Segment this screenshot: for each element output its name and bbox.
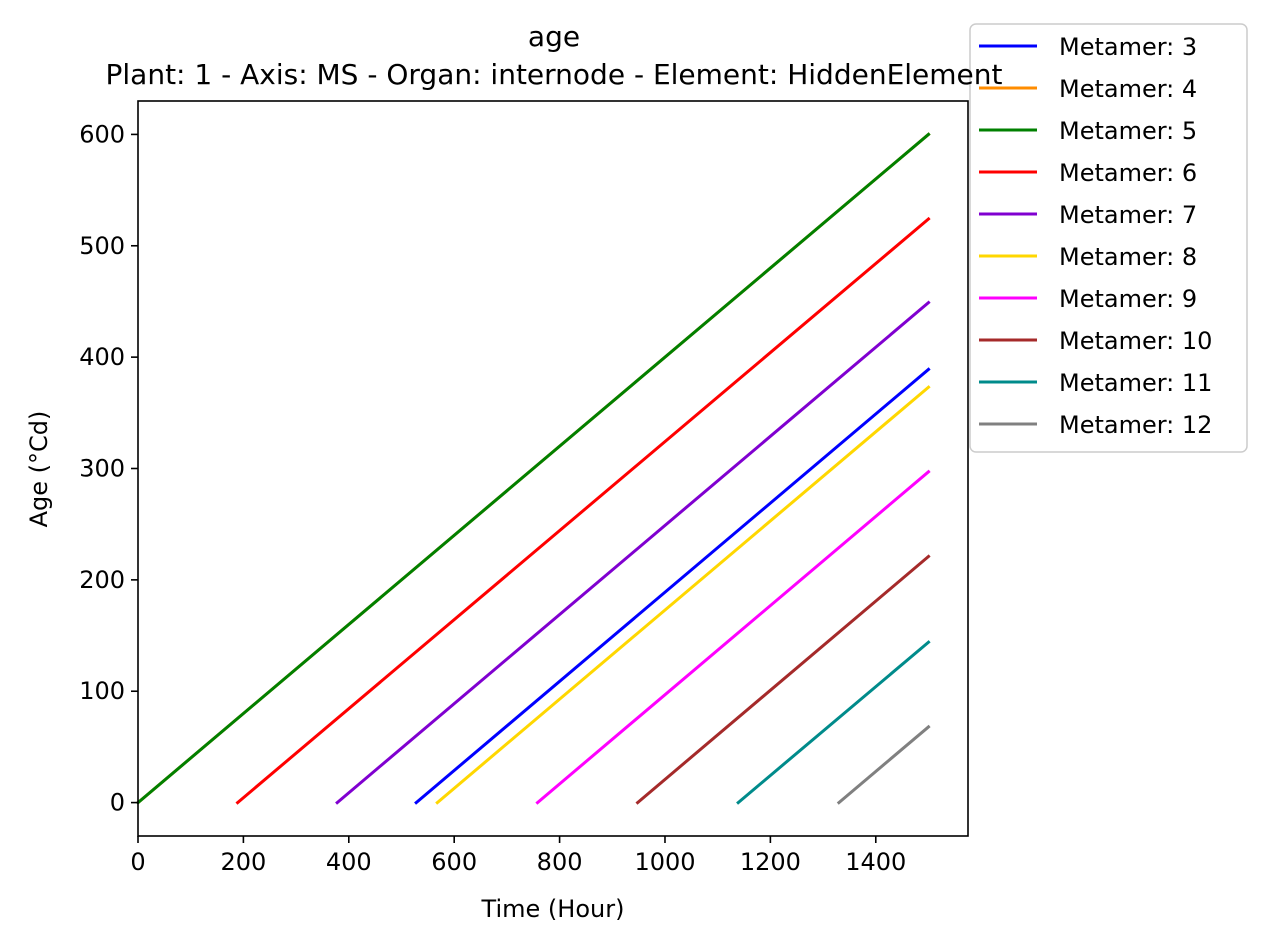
- legend-label: Metamer: 10: [1059, 327, 1212, 355]
- legend-label: Metamer: 12: [1059, 411, 1212, 439]
- x-tick-label: 1200: [740, 848, 801, 876]
- legend-label: Metamer: 11: [1059, 369, 1212, 397]
- y-tick-label: 300: [79, 455, 125, 483]
- legend: Metamer: 3 Metamer: 4 Metamer: 5 Metamer: 6…: [969, 23, 1248, 453]
- series-line-7: [535, 469, 931, 805]
- x-axis-ticks: 0 200 400 600 800 1000 1200 1400: [130, 836, 906, 876]
- x-tick-label: 1000: [634, 848, 695, 876]
- legend-label: Metamer: 8: [1059, 243, 1197, 271]
- series-line-8: [635, 554, 931, 805]
- series-line-3: [135, 132, 931, 805]
- legend-label: Metamer: 9: [1059, 285, 1197, 313]
- x-tick-label: 1400: [845, 848, 906, 876]
- legend-label: Metamer: 5: [1059, 117, 1197, 145]
- axes-frame: [137, 100, 969, 837]
- y-tick-label: 100: [79, 677, 125, 705]
- x-tick-label: 800: [537, 848, 583, 876]
- y-axis-label: Age (°Cd): [25, 411, 53, 528]
- x-tick-label: 400: [326, 848, 372, 876]
- legend-label: Metamer: 6: [1059, 159, 1197, 187]
- x-axis-label: Time (Hour): [481, 895, 625, 923]
- series-line-4: [235, 216, 931, 805]
- y-tick-label: 600: [79, 120, 125, 148]
- legend-label: Metamer: 3: [1059, 33, 1197, 61]
- x-tick-label: 0: [130, 848, 145, 876]
- legend-label: Metamer: 4: [1059, 75, 1197, 103]
- y-tick-label: 400: [79, 343, 125, 371]
- x-tick-label: 600: [431, 848, 477, 876]
- series-line-5: [335, 300, 931, 805]
- legend-box: [969, 23, 1248, 453]
- y-tick-label: 200: [79, 566, 125, 594]
- x-tick-label: 200: [220, 848, 266, 876]
- chart-subtitle: Plant: 1 - Axis: MS - Organ: internode -…: [106, 58, 1003, 91]
- series-line-10: [836, 724, 931, 805]
- series-line-1: [414, 367, 931, 805]
- legend-label: Metamer: 7: [1059, 201, 1197, 229]
- y-tick-label: 500: [79, 232, 125, 260]
- y-axis-ticks: 0 100 200 300 400 500 600: [79, 120, 138, 817]
- series-line-9: [736, 640, 931, 805]
- series-line-6: [435, 385, 931, 805]
- plot-area: [135, 100, 969, 837]
- chart-title: age: [528, 20, 580, 53]
- y-tick-label: 0: [110, 789, 125, 817]
